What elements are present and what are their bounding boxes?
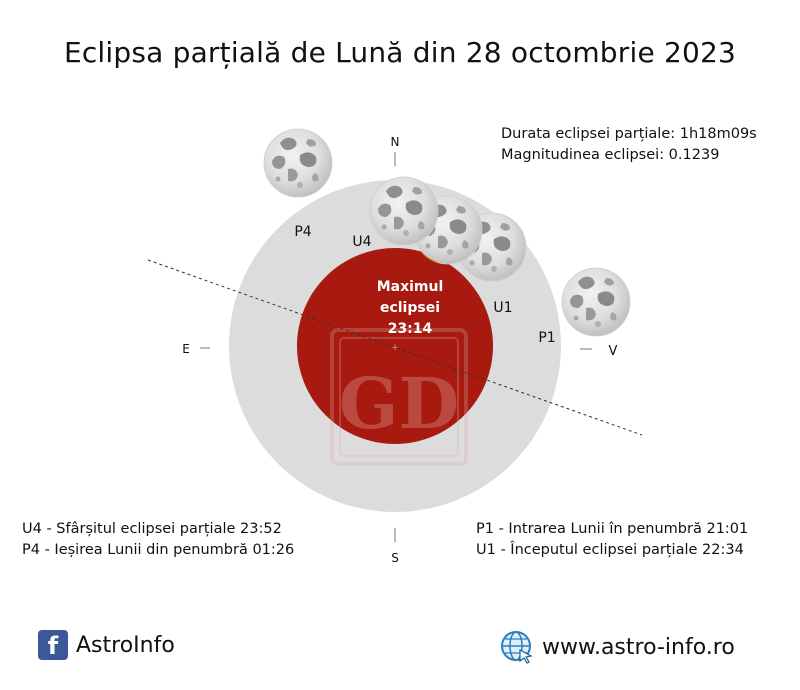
moon-p1 [561,267,631,337]
umbra-disk [297,248,493,444]
label-u4: U4 [352,234,371,250]
moon-p4 [263,128,333,198]
watermark-text: GD [339,362,459,445]
legend-p1: P1 - Intrarea Lunii în penumbră 21:01 [476,521,749,537]
center-marker: + [391,343,399,353]
maximum-line1: Maximul [377,279,444,295]
website-url: www.astro-info.ro [542,634,735,660]
label-u1: U1 [493,300,512,316]
north-label: N [391,135,400,149]
website-link[interactable]: www.astro-info.ro [500,630,735,664]
east-label: E [182,342,190,356]
label-p1: P1 [538,330,555,346]
label-p4: P4 [294,224,311,240]
maximum-time: 23:14 [388,321,433,337]
maximum-line2: eclipsei [380,300,440,316]
legend-right: P1 - Intrarea Lunii în penumbră 21:01 U1… [476,519,748,561]
watermark: GD [330,328,468,466]
legend-u4: U4 - Sfârșitul eclipsei parțiale 23:52 [22,521,282,537]
facebook-label: AstroInfo [76,632,175,658]
duration-text: Durata eclipsei parțiale: 1h18m09s [501,126,757,142]
west-label: V [609,344,618,359]
magnitude-text: Magnitudinea eclipsei: 0.1239 [501,147,720,163]
globe-icon [501,631,533,664]
moon-u4 [369,176,439,246]
legend-p4: P4 - Ieșirea Lunii din penumbră 01:26 [22,542,295,558]
facebook-link[interactable]: f AstroInfo [38,630,175,660]
eclipsed-moon-part [420,250,460,263]
eclipse-stats: Durata eclipsei parțiale: 1h18m09s Magni… [501,124,757,166]
legend-u1: U1 - Începutul eclipsei parțiale 22:34 [476,542,744,558]
legend-left: U4 - Sfârșitul eclipsei parțiale 23:52 P… [22,519,294,561]
page-title: Eclipsa parțială de Lună din 28 octombri… [63,36,737,69]
south-label: S [391,551,399,565]
facebook-icon: f [38,630,68,660]
